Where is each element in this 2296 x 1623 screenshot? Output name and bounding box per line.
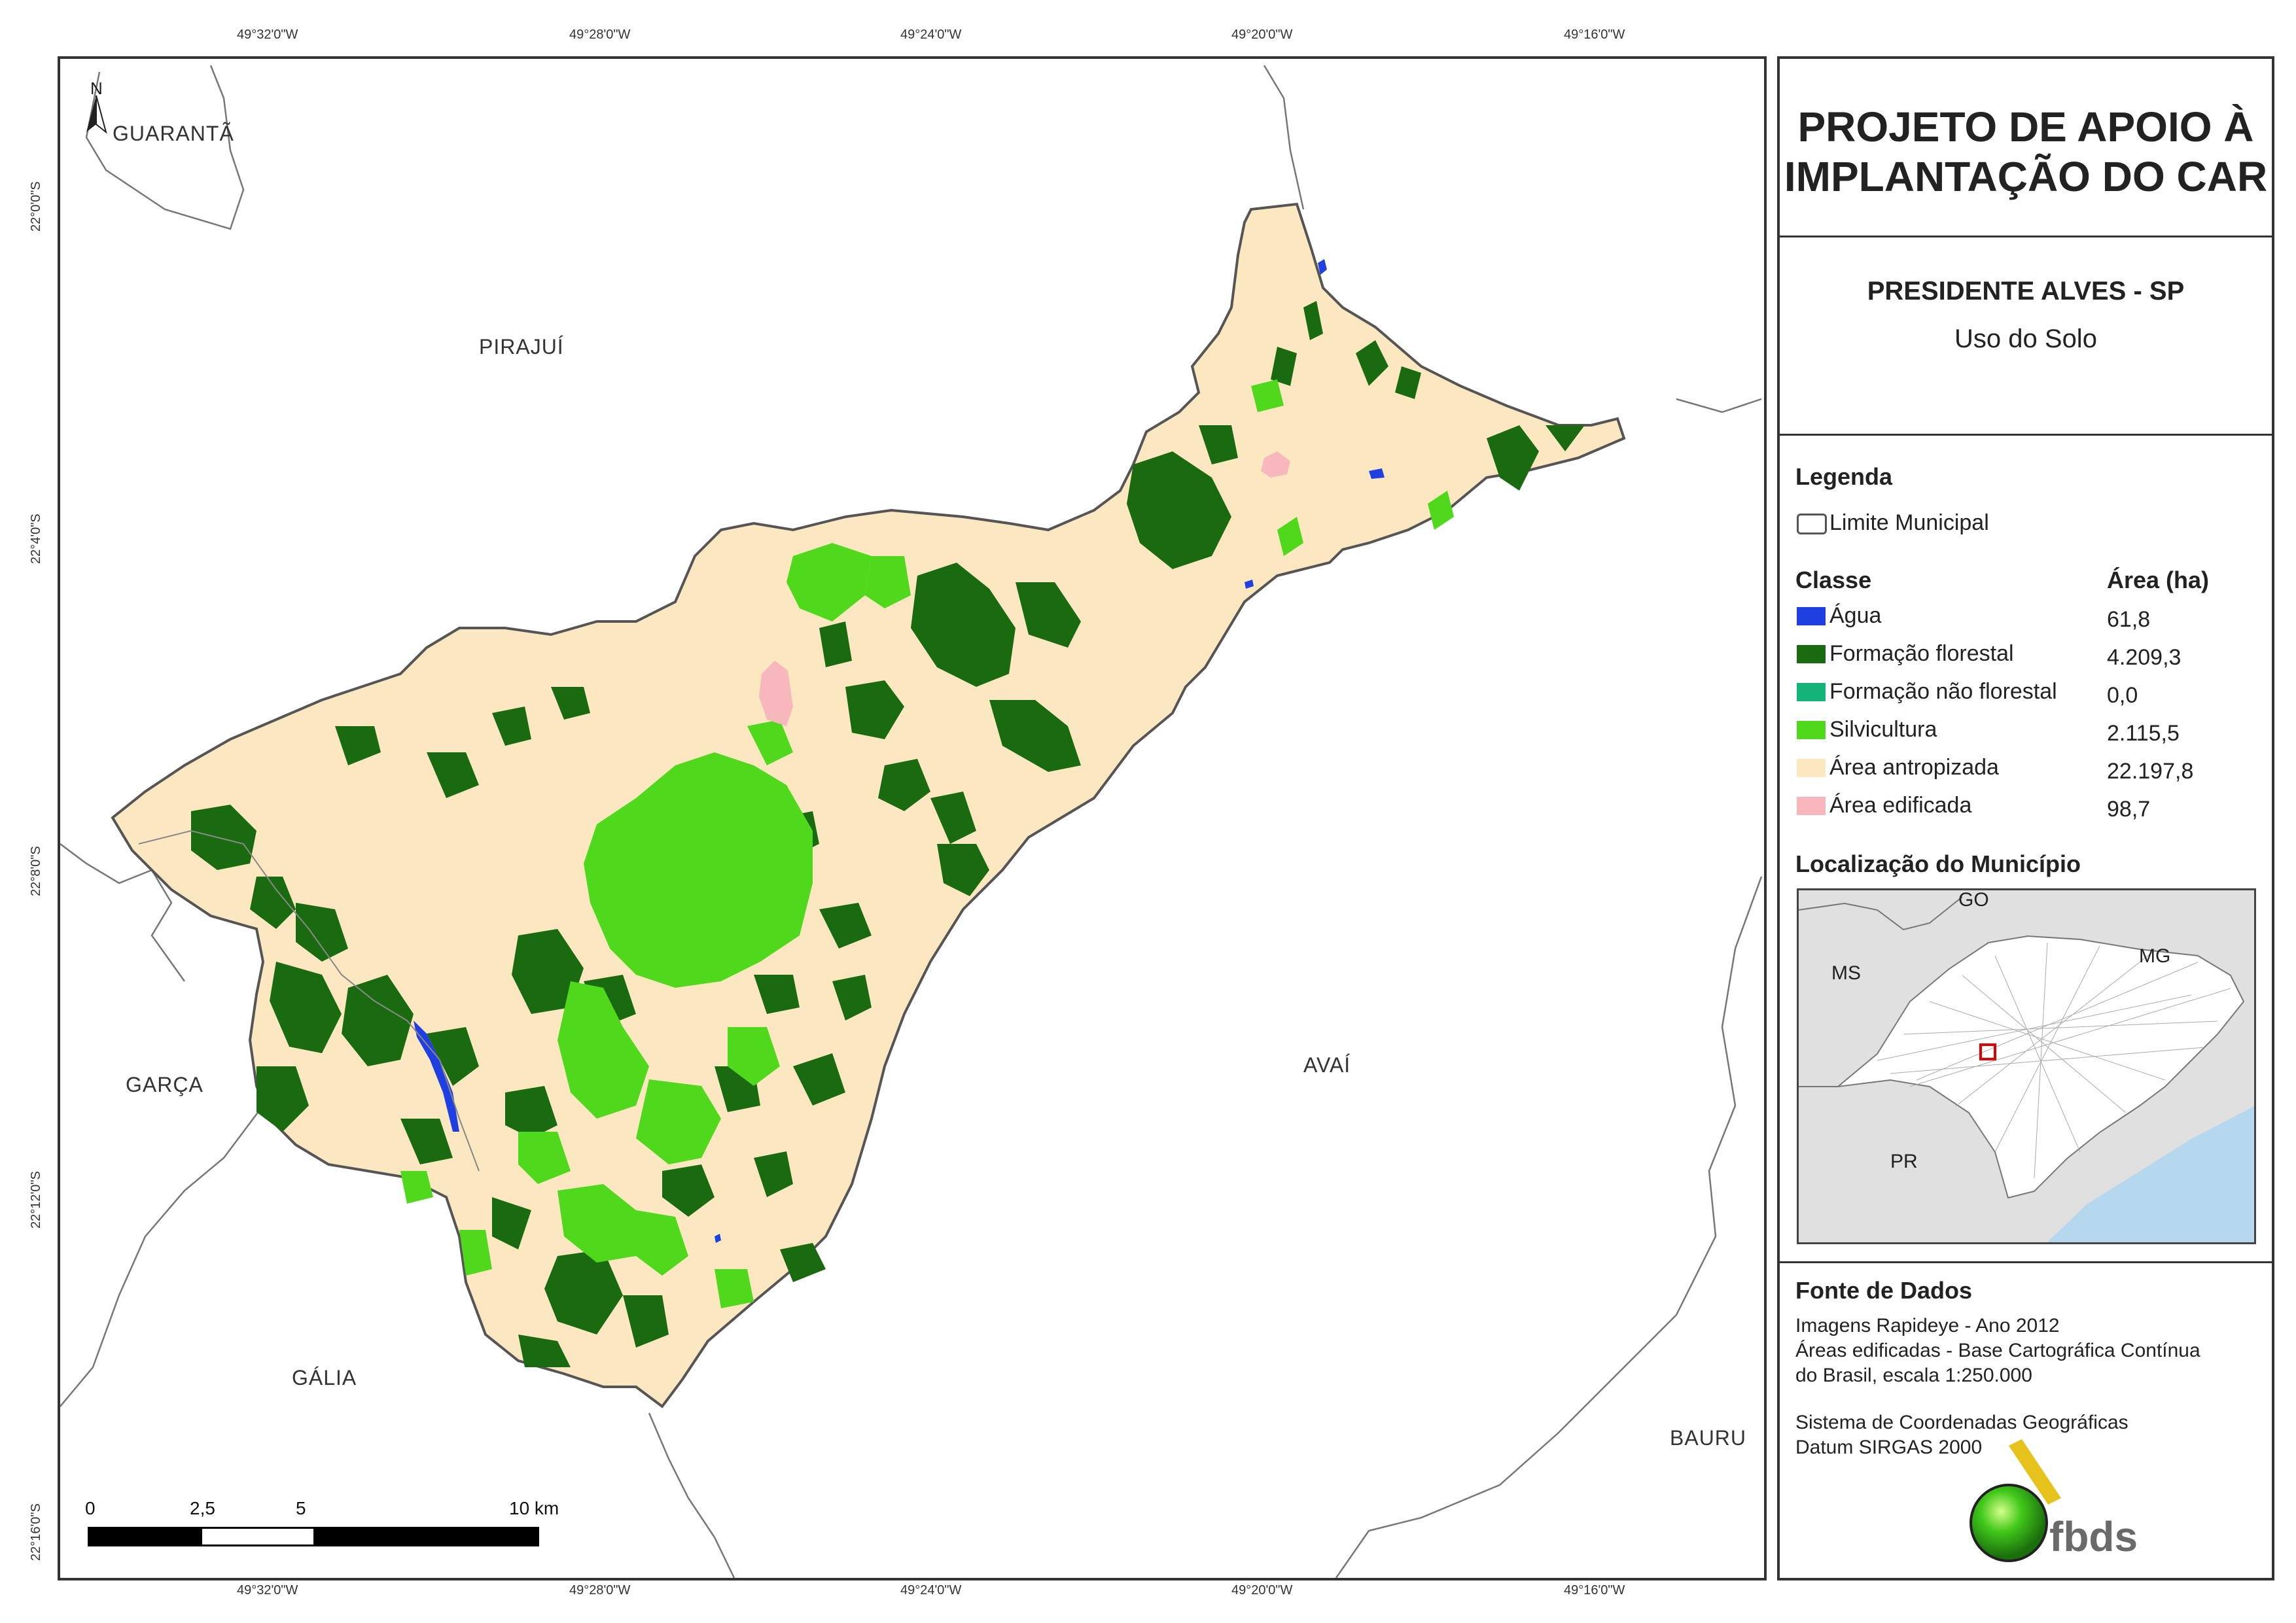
coord-top-3: 49°24'0"W [900,27,962,42]
scale-label-10km: 10 km [509,1498,559,1518]
location-inset-map[interactable]: GO MS MG PR [1797,888,2256,1244]
map-canvas[interactable] [60,59,1764,1578]
legend-area-forest: 4.209,3 [2107,645,2181,670]
label-pirajui: PIRAJUÍ [479,335,564,358]
legend-swatch-water [1797,607,1826,625]
legend-swatch-built [1797,797,1826,815]
stream-line [138,829,480,1172]
crs-line-1: Sistema de Coordenadas Geográficas [1795,1412,2128,1433]
scale-label-2-5: 2,5 [190,1498,215,1518]
coord-bottom-4: 49°20'0"W [1231,1583,1293,1597]
coord-left-2: 22°4'0"S [29,514,43,564]
fbds-logo: fbds [1937,1439,2138,1570]
label-galia: GÁLIA [292,1366,357,1389]
go-border [1799,896,1963,931]
bauru-avai-boundary [1335,876,1763,1578]
garca-galia-boundary [60,1079,283,1407]
coord-top-2: 49°28'0"W [569,27,631,42]
legend-label-water: Água [1829,603,1882,628]
fbds-logo-mark [1969,1439,2061,1562]
scale-bar-track [88,1527,539,1546]
inset-label-pr: PR [1890,1151,1918,1172]
theme-title: Uso do Solo [1954,324,2097,353]
guaranta-boundary [85,65,245,230]
coord-left-1: 22°0'0"S [29,181,43,232]
inset-label-ms: MS [1831,962,1861,984]
legend-swatch-nonforest [1797,683,1826,701]
coord-left-4: 22°12'0"S [29,1171,43,1229]
coord-bottom-5: 49°16'0"W [1564,1583,1625,1597]
coord-bottom-2: 49°28'0"W [569,1583,631,1597]
scale-label-5: 5 [296,1498,306,1518]
subtitle-section: PRESIDENTE ALVES - SP Uso do Solo [1780,237,2272,436]
water-patches [414,259,1385,1243]
galia-south-boundary [648,1412,735,1578]
legend-heading: Legenda [1795,463,1893,490]
label-guaranta: GUARANTÃ [113,122,234,145]
label-avai: AVAÍ [1303,1053,1351,1077]
legend-area-built: 98,7 [2107,797,2151,822]
fbds-logo-text: fbds [2049,1513,2138,1560]
source-heading: Fonte de Dados [1795,1277,1973,1304]
legend-label-forest: Formação florestal [1829,641,2014,666]
class-heading: Classe [1795,567,1872,593]
location-heading: Localização do Município [1795,850,2081,877]
legend-swatch-forest [1797,645,1826,663]
coord-top-1: 49°32'0"W [237,27,298,42]
bauru-north-boundary [1676,398,1762,413]
legend-area-anthropized: 22.197,8 [2107,759,2194,784]
label-bauru: BAURU [1670,1426,1747,1450]
legend-area-silviculture: 2.115,5 [2107,721,2180,746]
coord-left-5: 22°16'0"S [29,1503,43,1561]
scale-bar-white-segment [202,1529,313,1544]
coord-top-4: 49°20'0"W [1231,27,1293,42]
municipality-area[interactable] [111,202,1626,1408]
area-heading: Área (ha) [2107,567,2210,593]
silviculture-patches [400,379,1454,1308]
legend-swatch-anthropized [1797,759,1826,777]
municipality-title: PRESIDENTE ALVES - SP [1867,277,2185,305]
legend-panel: PROJETO DE APOIO À IMPLANTAÇÃO DO CAR PR… [1777,56,2274,1580]
boundary-swatch [1797,514,1827,534]
inset-divider [1780,1261,2272,1263]
inset-label-go: GO [1958,889,1989,911]
inset-map-canvas [1799,896,2254,1242]
coord-bottom-3: 49°24'0"W [900,1583,962,1597]
crs-line-2: Datum SIRGAS 2000 [1795,1437,1983,1458]
legend-label-silviculture: Silvicultura [1829,717,1937,742]
legend-label-built: Área edificada [1829,793,1972,818]
legend-area-water: 61,8 [2107,607,2151,632]
map-frame[interactable]: N GUARANTÃ PIRAJUÍ GARÇA AVAÍ GÁLIA BAUR… [58,56,1767,1580]
pirajui-east-boundary [1263,65,1305,210]
legend-label-nonforest: Formação não florestal [1829,679,2057,704]
scale-label-0: 0 [85,1498,96,1518]
scale-bar: 0 2,5 5 10 km [80,1498,577,1557]
ocean-area [2047,1106,2254,1242]
source-line-1: Imagens Rapideye - Ano 2012 [1795,1315,2060,1336]
coord-bottom-1: 49°32'0"W [237,1583,298,1597]
built-area-patches [759,451,1290,726]
legend-label-anthropized: Área antropizada [1829,755,1999,780]
legend-area-nonforest: 0,0 [2107,683,2138,708]
coord-top-5: 49°16'0"W [1564,27,1625,42]
source-line-2: Áreas edificadas - Base Cartográfica Con… [1795,1340,2200,1361]
coord-left-3: 22°8'0"S [29,846,43,896]
legend-swatch-silviculture [1797,721,1826,739]
location-marker [1979,1043,1996,1060]
boundary-label: Limite Municipal [1829,510,1989,535]
source-line-3: do Brasil, escala 1:250.000 [1795,1365,2032,1386]
inset-label-mg: MG [2139,945,2171,967]
north-arrow: N [80,79,113,141]
title-section: PROJETO DE APOIO À IMPLANTAÇÃO DO CAR [1780,59,2272,237]
inset-municipal-lines [1877,942,2231,1179]
page-title: PROJETO DE APOIO À IMPLANTAÇÃO DO CAR [1784,103,2268,200]
label-garca: GARÇA [126,1073,203,1096]
north-arrow-label: N [90,79,103,98]
